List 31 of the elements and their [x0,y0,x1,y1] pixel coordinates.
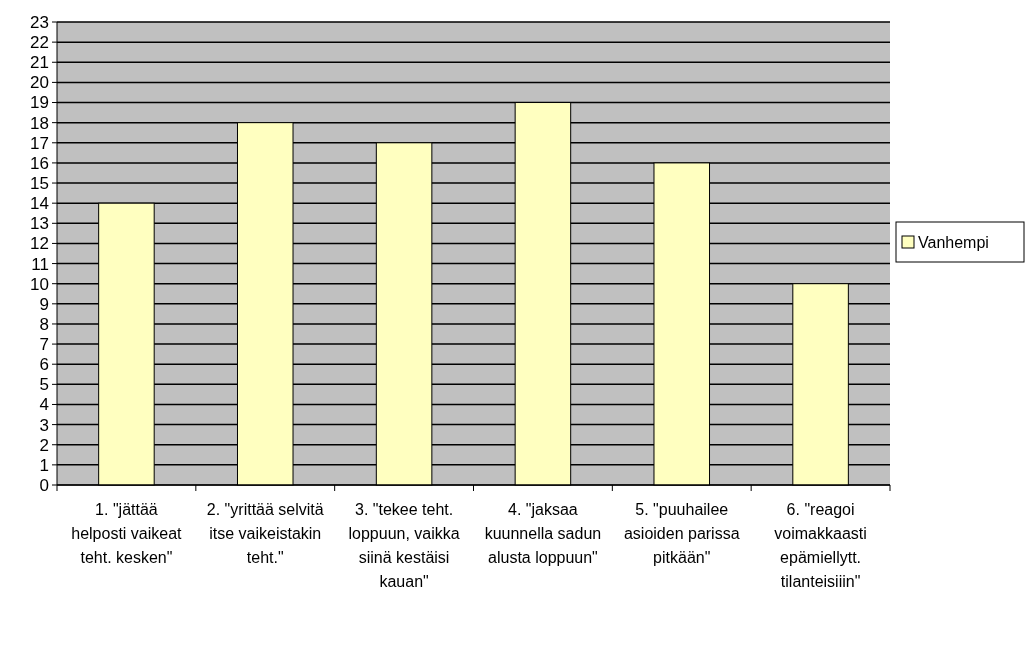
y-tick-label: 15 [30,173,49,193]
y-tick-label: 1 [39,455,49,475]
y-tick-label: 11 [31,254,49,274]
y-tick-label: 22 [30,33,49,53]
x-tick-label: 1. "jättää helposti vaikeat teht. kesken" [71,501,183,566]
y-tick-label: 23 [30,12,49,32]
legend-label: Vanhempi [918,233,989,251]
y-tick-label: 16 [30,153,49,173]
y-tick-label: 18 [30,113,49,133]
y-tick-label: 5 [39,375,49,395]
y-tick-label: 20 [30,73,49,93]
y-tick-label: 13 [30,214,49,234]
y-tick-label: 6 [39,355,49,375]
y-tick-label: 14 [30,194,49,214]
y-tick-label: 3 [39,415,49,435]
y-tick-label: 8 [39,314,49,334]
y-tick-label: 9 [39,294,49,314]
x-tick-label: 6. "reagoi voimakkaasti epämiellytt. tilanteisiiin" [774,501,867,590]
y-tick-label: 12 [30,234,49,254]
y-tick-label: 17 [30,133,49,153]
x-tick-label: 4. "jaksaa kuunnella sadun alusta loppuun" [484,501,602,566]
y-tick-label: 4 [39,395,49,415]
y-tick-label: 7 [39,335,49,355]
x-tick-label: 2. "yrittää selvitä itse vaikeistakin teht." [206,501,324,566]
y-tick-label: 19 [30,93,49,113]
x-tick-label: 3. "tekee teht. loppuun, vaikka siinä kestäisi kauan" [348,501,460,590]
y-tick-label: 21 [30,53,49,73]
y-tick-label: 0 [39,475,49,495]
x-tick-label: 5. "puuhailee asioiden parissa pitkään" [623,501,740,566]
y-tick-label: 2 [39,435,49,455]
y-tick-label: 10 [30,274,49,294]
